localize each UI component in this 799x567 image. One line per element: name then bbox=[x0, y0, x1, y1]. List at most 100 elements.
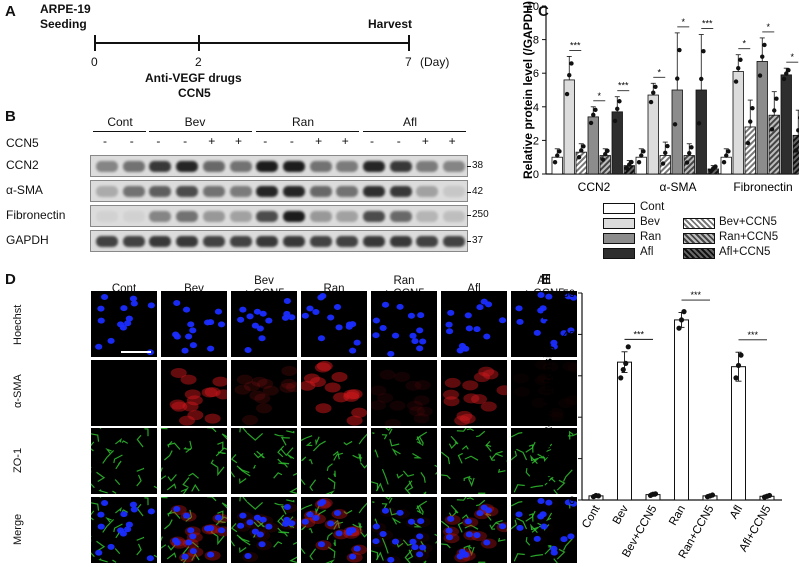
zo1-junction bbox=[238, 536, 251, 546]
nucleus bbox=[214, 308, 223, 315]
zo1-junction bbox=[246, 501, 264, 510]
y-tick-label: 8 bbox=[533, 35, 539, 47]
nucleus bbox=[569, 500, 577, 507]
nucleus bbox=[107, 337, 115, 344]
zo1-junction bbox=[278, 531, 288, 537]
asma-stain bbox=[204, 387, 221, 398]
nucleus bbox=[207, 525, 215, 532]
data-point bbox=[629, 159, 634, 165]
asma-stain bbox=[377, 392, 394, 403]
y-tick-label: 50 bbox=[563, 288, 575, 300]
data-point bbox=[724, 153, 729, 158]
zo1-junction bbox=[301, 525, 307, 531]
asma-stain bbox=[454, 415, 471, 426]
zo1-junction bbox=[256, 519, 265, 528]
y-axis-label: Relative protein level (/GAPDH) bbox=[521, 1, 535, 179]
panel-label-c: C bbox=[538, 3, 549, 20]
data-point bbox=[615, 106, 620, 112]
micrograph-image bbox=[237, 297, 296, 354]
data-point bbox=[663, 150, 668, 156]
asma-stain bbox=[285, 382, 297, 393]
zo1-junction bbox=[343, 509, 353, 515]
significance-label: * bbox=[657, 67, 661, 77]
asma-stain bbox=[254, 393, 271, 404]
zo1-junction bbox=[292, 472, 297, 476]
nucleus bbox=[120, 305, 128, 312]
nucleus bbox=[445, 534, 454, 541]
legend-swatch-ran-ccn5 bbox=[683, 233, 715, 244]
imaging-row-label: α-SMA bbox=[12, 374, 24, 408]
asma-stain bbox=[443, 389, 460, 400]
significance-label: *** bbox=[702, 19, 713, 29]
nucleus bbox=[312, 515, 320, 522]
significance-label: * bbox=[766, 22, 770, 32]
wb-band bbox=[176, 161, 199, 172]
data-point bbox=[757, 73, 763, 78]
nucleus bbox=[317, 541, 326, 548]
nucleus bbox=[372, 523, 381, 530]
data-point bbox=[605, 148, 610, 154]
zo1-junction bbox=[239, 428, 248, 434]
wb-group-cont: Cont bbox=[107, 115, 133, 129]
micrograph-image bbox=[301, 361, 367, 426]
zo1-junction bbox=[115, 437, 123, 445]
ccn5-sign: + bbox=[341, 134, 349, 148]
data-point bbox=[593, 107, 598, 113]
data-point bbox=[567, 73, 572, 78]
wb-band bbox=[363, 161, 385, 172]
nucleus bbox=[417, 312, 425, 319]
bar bbox=[720, 156, 732, 175]
nucleus bbox=[97, 305, 105, 312]
bar bbox=[792, 134, 799, 175]
nucleus bbox=[550, 339, 558, 346]
wb-band bbox=[443, 211, 466, 222]
zo1-junction bbox=[277, 514, 285, 527]
zo1-junction bbox=[448, 442, 458, 450]
legend-swatch-afl bbox=[603, 248, 635, 259]
ccn5-sign: - bbox=[396, 134, 401, 148]
nucleus bbox=[411, 338, 419, 345]
zo1-junction bbox=[464, 524, 479, 530]
micrograph-image bbox=[441, 428, 507, 494]
zo1-junction bbox=[239, 497, 248, 503]
asma-stain bbox=[482, 369, 499, 380]
zo1-junction bbox=[327, 477, 336, 490]
micrograph-image bbox=[371, 428, 437, 494]
data-point bbox=[665, 143, 670, 149]
zo1-junction bbox=[161, 428, 168, 430]
data-point bbox=[735, 362, 742, 369]
nucleus bbox=[100, 294, 109, 301]
asma-stain bbox=[280, 378, 297, 389]
wb-band bbox=[282, 161, 305, 172]
wb-band bbox=[256, 236, 279, 247]
wb-mw: 250 bbox=[467, 209, 489, 220]
wb-mw: 42 bbox=[466, 186, 484, 197]
nucleus bbox=[187, 527, 195, 534]
category-label: Fibronectin bbox=[733, 180, 792, 194]
zo1-junction bbox=[215, 516, 227, 526]
wb-band bbox=[389, 186, 412, 197]
zo1-junction bbox=[308, 527, 313, 534]
micrograph-image bbox=[234, 365, 297, 426]
data-point bbox=[552, 160, 558, 165]
micrograph-image bbox=[441, 497, 507, 563]
nucleus bbox=[516, 524, 524, 531]
micrograph-hoechst bbox=[231, 291, 297, 357]
data-point bbox=[684, 160, 690, 165]
zo1-junction bbox=[381, 537, 389, 554]
wb-blot-ccn2 bbox=[90, 155, 468, 177]
significance-label: *** bbox=[618, 81, 629, 91]
asma-stain bbox=[413, 413, 430, 424]
data-point bbox=[745, 140, 751, 146]
micrograph-image bbox=[372, 301, 427, 357]
nucleus bbox=[416, 551, 424, 558]
nucleus bbox=[333, 304, 342, 311]
zo1-junction bbox=[286, 499, 295, 503]
asma-stain bbox=[346, 415, 363, 426]
nucleus bbox=[107, 543, 115, 550]
zo1-junction bbox=[99, 497, 102, 499]
zo1-junction bbox=[456, 428, 467, 432]
category-label: Afl bbox=[728, 504, 745, 522]
zo1-junction bbox=[516, 517, 528, 530]
nucleus bbox=[537, 292, 545, 299]
